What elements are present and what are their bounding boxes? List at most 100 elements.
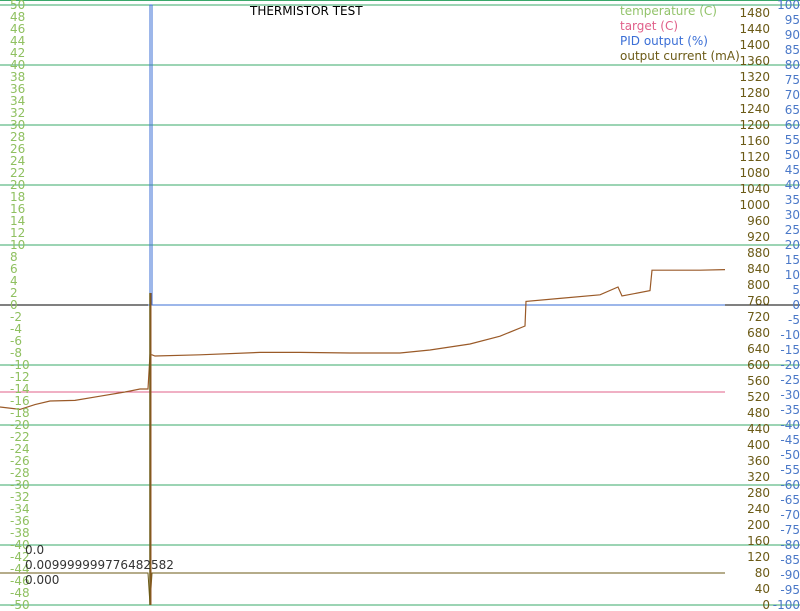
readouts: 0.0 0.009999999776482582 0.000 (25, 543, 174, 587)
pid-axis-tick-label: 60 (785, 118, 800, 132)
left-axis-tick-label: 50 (10, 0, 25, 12)
left-axis-tick-label: 26 (10, 142, 25, 156)
left-axis-tick-label: -16 (10, 394, 30, 408)
current-axis-tick-label: 1440 (739, 22, 770, 36)
current-axis-tick-label: 840 (747, 262, 770, 276)
left-axis-tick-label: 30 (10, 118, 25, 132)
pid-axis-tick-label: -5 (788, 313, 800, 327)
legend-temperature: temperature (C) (620, 4, 717, 18)
current-axis-tick-label: 0 (762, 598, 770, 611)
left-axis-tick-label: 20 (10, 178, 25, 192)
left-axis-tick-label: -48 (10, 586, 30, 600)
left-axis-tick-label: 36 (10, 82, 25, 96)
left-axis-tick-label: -38 (10, 526, 30, 540)
left-axis-tick-label: 32 (10, 106, 25, 120)
left-axis-tick-label: -40 (10, 538, 30, 552)
pid-axis-tick-label: 0 (792, 298, 800, 312)
current-axis-tick-label: 440 (747, 422, 770, 436)
left-axis-tick-label: 4 (10, 274, 18, 288)
current-axis-tick-label: 480 (747, 406, 770, 420)
current-axis-tick-label: 640 (747, 342, 770, 356)
current-axis-tick-label: 800 (747, 278, 770, 292)
chart-title: THERMISTOR TEST (249, 4, 363, 18)
pid-axis-tick-label: -95 (780, 583, 800, 597)
current-axis-tick-label: 40 (755, 582, 770, 596)
left-axis-tick-label: 18 (10, 190, 25, 204)
left-axis-tick-label: 2 (10, 286, 18, 300)
pid-axis-tick-label: 50 (785, 148, 800, 162)
pid-axis-tick-label: 90 (785, 28, 800, 42)
current-axis-tick-label: 1200 (739, 118, 770, 132)
current-axis-tick-label: 760 (747, 294, 770, 308)
left-axis-tick-label: 16 (10, 202, 25, 216)
current-axis-tick-label: 560 (747, 374, 770, 388)
pid-axis-tick-label: 85 (785, 43, 800, 57)
current-axis-tick-label: 200 (747, 518, 770, 532)
pid-axis-tick-label: -20 (780, 358, 800, 372)
left-axis-tick-label: -6 (10, 334, 22, 348)
pid-axis-tick-label: -90 (780, 568, 800, 582)
current-axis-tick-label: 1040 (739, 182, 770, 196)
pid-axis-tick-label: -10 (780, 328, 800, 342)
output-current-line (0, 572, 725, 606)
current-axis-tick-label: 600 (747, 358, 770, 372)
pid-axis-tick-label: 35 (785, 193, 800, 207)
pid-axis-tick-label: -65 (780, 493, 800, 507)
current-axis-tick-label: 1080 (739, 166, 770, 180)
pid-axis-tick-label: 45 (785, 163, 800, 177)
left-axis-tick-label: -12 (10, 370, 30, 384)
temperature-line (0, 269, 726, 411)
current-axis-tick-label: 720 (747, 310, 770, 324)
current-axis-tick-label: 920 (747, 230, 770, 244)
left-axis-tick-label: 34 (10, 94, 25, 108)
pid-axis-tick-label: 100 (777, 0, 800, 12)
readout-value-2: 0.009999999776482582 (25, 558, 174, 572)
left-axis-tick-label: 44 (10, 34, 25, 48)
pid-axis-tick-label: 55 (785, 133, 800, 147)
left-axis-tick-label: -34 (10, 502, 30, 516)
left-axis-tick-label: 0 (10, 298, 18, 312)
current-axis-tick-label: 680 (747, 326, 770, 340)
readout-value-3: 0.000 (25, 573, 59, 587)
current-axis-tick-label: 280 (747, 486, 770, 500)
pid-axis-tick-label: 40 (785, 178, 800, 192)
pid-axis-tick-label: 30 (785, 208, 800, 222)
current-axis-tick-label: 1160 (739, 134, 770, 148)
pid-axis-tick-label: -30 (780, 388, 800, 402)
current-axis-tick-label: 1280 (739, 86, 770, 100)
pid-axis-tick-label: -85 (780, 553, 800, 567)
pid-axis-tick-label: 10 (785, 268, 800, 282)
left-axis-tick-label: 12 (10, 226, 25, 240)
current-axis-tick-label: 1120 (739, 150, 770, 164)
pid-axis-tick-label: -45 (780, 433, 800, 447)
left-axis-tick-label: -46 (10, 574, 30, 588)
left-axis-tick-label: -24 (10, 442, 30, 456)
current-axis-tick-label: 1240 (739, 102, 770, 116)
pid-axis-tick-label: -100 (773, 598, 800, 611)
current-axis-tick-label: 1480 (739, 6, 770, 20)
left-axis-tick-label: 28 (10, 130, 25, 144)
legend-current: output current (mA) (620, 49, 740, 63)
current-axis-tick-label: 320 (747, 470, 770, 484)
left-axis-tick-label: -50 (10, 598, 30, 611)
pid-axis-tick-label: 65 (785, 103, 800, 117)
left-axis-tick-label: 22 (10, 166, 25, 180)
current-axis-tick-label: 360 (747, 454, 770, 468)
pid-axis-tick-label: -35 (780, 403, 800, 417)
left-axis-tick-label: 38 (10, 70, 25, 84)
current-axis-tick-label: 120 (747, 550, 770, 564)
pid-axis-tick-label: 15 (785, 253, 800, 267)
left-axis-tick-label: -44 (10, 562, 30, 576)
left-axis-tick-label: -10 (10, 358, 30, 372)
left-axis-tick-label: -42 (10, 550, 30, 564)
current-axis-tick-label: 160 (747, 534, 770, 548)
pid-axis-tick-label: -55 (780, 463, 800, 477)
left-axis-tick-label: 24 (10, 154, 25, 168)
current-axis-tick-label: 1320 (739, 70, 770, 84)
left-axis-tick-label: 46 (10, 22, 25, 36)
readout-value-1: 0.0 (25, 543, 44, 557)
pid-axis-tick-label: 75 (785, 73, 800, 87)
pid-axis-tick-label: -40 (780, 418, 800, 432)
left-axis-tick-label: 48 (10, 10, 25, 24)
current-axis-tick-label: 1000 (739, 198, 770, 212)
